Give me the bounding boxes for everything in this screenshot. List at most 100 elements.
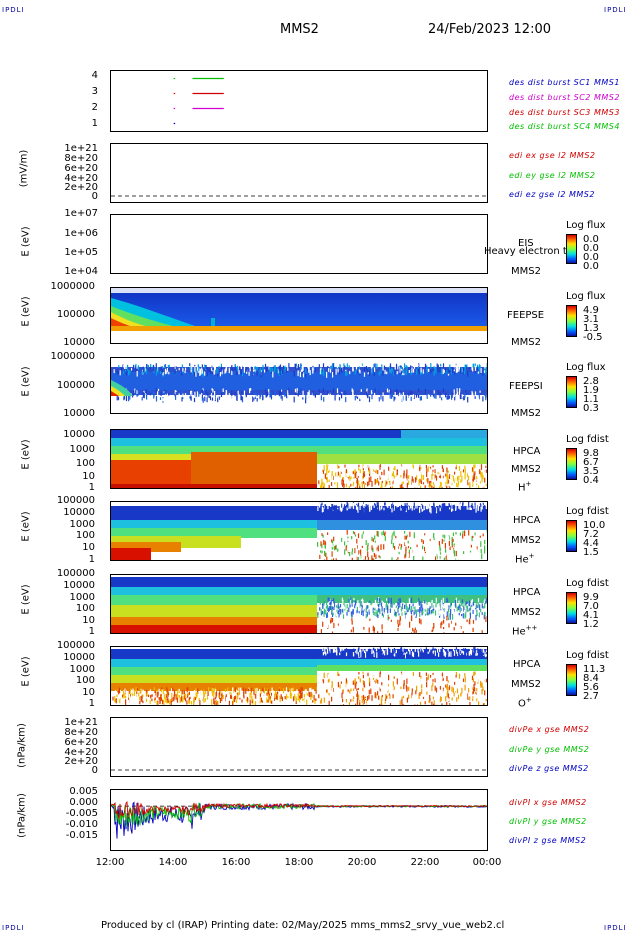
divpe-plot <box>111 769 487 771</box>
hpca-hepp-cbar-v3: 1.2 <box>583 619 599 630</box>
xtick-1800: 18:00 <box>284 857 314 868</box>
hpca-he-cbar-v1: 7.2 <box>583 529 599 540</box>
feepsi-side-mms: MMS2 <box>511 408 541 419</box>
burst-ytick-2: 2 <box>91 102 98 113</box>
hpca-he-ytick-5: 1 <box>88 554 95 565</box>
divpe-ytick-3: 4e+20 <box>64 747 98 758</box>
hpca-h-ytick-1: 1000 <box>69 444 95 455</box>
hpca-he-cbar-v2: 4.4 <box>583 538 599 549</box>
feepse-cbar-v3: -0.5 <box>583 332 603 343</box>
edi-ytick-4: 2e+20 <box>64 182 98 193</box>
divpi-series-x <box>111 801 487 820</box>
feepse-side-mms: MMS2 <box>511 337 541 348</box>
hpca-o-cbar-v2: 5.6 <box>583 682 599 693</box>
feepse-cbar-v0: 4.9 <box>583 305 599 316</box>
hpca-h-colorbar <box>566 448 577 480</box>
eis-side-mms: MMS2 <box>511 266 541 277</box>
edi-panel <box>110 143 488 203</box>
hpca-he-colorbar <box>566 520 577 552</box>
hpca-he-spectrogram <box>111 502 487 560</box>
hpca-h-spectrogram <box>111 430 487 488</box>
eis-ytick-0: 1e+07 <box>64 208 98 219</box>
footer-text: Produced by cl (IRAP) Printing date: 02/… <box>101 920 505 931</box>
feepsi-cbar-v0: 2.8 <box>583 376 599 387</box>
hpca-o-ytick-4: 10 <box>82 687 95 698</box>
hpca-o-cbar-v3: 2.7 <box>583 691 599 702</box>
feepsi-cbar-title: Log flux <box>566 362 606 373</box>
divpe-legend-x: divPe x gse MMS2 <box>509 725 590 734</box>
hpca-he-side-label: HPCA <box>513 515 541 526</box>
hpca-o-colorbar <box>566 664 577 696</box>
eis-cbar-title: Log flux <box>566 220 606 231</box>
hpca-o-cbar-title: Log fdist <box>566 650 609 661</box>
divpe-ytick-2: 6e+20 <box>64 737 98 748</box>
burst-ytick-3: 3 <box>91 86 98 97</box>
feepsi-spectrogram <box>111 358 487 413</box>
eis-cbar-v3: 0.0 <box>583 261 599 272</box>
hpca-h-cbar-v3: 0.4 <box>583 475 599 486</box>
hpca-he-ytick-3: 100 <box>75 530 95 541</box>
divpe-ylabel: (nPa/km) <box>16 723 28 768</box>
feepsi-panel <box>110 357 488 414</box>
hpca-h-panel <box>110 429 488 489</box>
hpca-he-ytick-2: 1000 <box>69 519 95 530</box>
eis-cbar-v1: 0.0 <box>583 243 599 254</box>
eis-overlap-text: Heavy electron to <box>484 246 573 257</box>
hpca-o-side-species: O+ <box>518 696 532 710</box>
feepsi-ytick-2: 10000 <box>63 408 95 419</box>
hpca-hepp-side-mms: MMS2 <box>511 607 541 618</box>
feepsi-cbar-v2: 1.1 <box>583 394 599 405</box>
burst-plot <box>173 77 224 125</box>
hpca-h-cbar-v0: 9.8 <box>583 448 599 459</box>
edi-legend-y: edi ey gse l2 MMS2 <box>509 171 596 180</box>
burst-legend-mms3: des dist burst SC3 MMS3 <box>509 108 620 117</box>
hpca-o-cbar-v0: 11.3 <box>583 664 606 675</box>
feepse-cbar-title: Log flux <box>566 291 606 302</box>
divpi-series-z <box>111 801 487 839</box>
hpca-hepp-side-species: He++ <box>512 624 538 638</box>
hpca-o-ytick-1: 10000 <box>63 652 95 663</box>
eis-ytick-3: 1e+04 <box>64 266 98 277</box>
hpca-hepp-spectrogram <box>111 575 487 633</box>
hpca-hepp-ytick-4: 10 <box>82 615 95 626</box>
hpca-hepp-ytick-2: 1000 <box>69 592 95 603</box>
hpca-h-side-mms: MMS2 <box>511 464 541 475</box>
feepsi-ytick-1: 100000 <box>56 380 95 391</box>
burst-ytick-1: 1 <box>91 118 98 129</box>
xtick-1400: 14:00 <box>158 857 188 868</box>
eis-cbar-v0: 0.0 <box>583 234 599 245</box>
edi-ytick-3: 4e+20 <box>64 173 98 184</box>
xtick-0000: 00:00 <box>472 857 502 868</box>
feepse-ytick-1: 100000 <box>56 309 95 320</box>
hpca-o-cbar-v1: 8.4 <box>583 673 599 684</box>
divpi-legend-y: divPI y gse MMS2 <box>509 817 587 826</box>
feepsi-colorbar <box>566 376 577 408</box>
hpca-h-ytick-2: 100 <box>75 458 95 469</box>
divpi-ytick-2: -0.005 <box>65 808 98 819</box>
eis-panel <box>110 214 488 274</box>
feepsi-ytick-0: 1000000 <box>50 351 95 362</box>
hpca-he-side-mms: MMS2 <box>511 535 541 546</box>
hpca-hepp-ytick-5: 1 <box>88 626 95 637</box>
eis-ytick-2: 1e+05 <box>64 247 98 258</box>
eis-side-label: EIS <box>518 238 534 249</box>
feepse-cbar-v1: 3.1 <box>583 314 599 325</box>
divpi-legend-z: divPI z gse MMS2 <box>509 836 587 845</box>
burst-legend-mms4: des dist burst SC4 MMS4 <box>509 122 620 131</box>
feepse-ytick-2: 10000 <box>63 337 95 348</box>
hpca-he-cbar-v0: 10.0 <box>583 520 606 531</box>
edi-ytick-1: 8e+20 <box>64 153 98 164</box>
hpca-he-cbar-v3: 1.5 <box>583 547 599 558</box>
burst-panel <box>110 70 488 132</box>
hpca-hepp-side-label: HPCA <box>513 587 541 598</box>
edi-plot <box>111 195 487 197</box>
corner-label-bottom-right: IPDLI <box>604 924 627 932</box>
hpca-o-panel <box>110 646 488 706</box>
hpca-h-ytick-3: 10 <box>82 471 95 482</box>
feepsi-cbar-v3: 0.3 <box>583 403 599 414</box>
xtick-1200: 12:00 <box>95 857 125 868</box>
hpca-he-ytick-4: 10 <box>82 542 95 553</box>
feepse-side-label: FEEPSE <box>507 310 545 321</box>
xtick-2000: 20:00 <box>347 857 377 868</box>
hpca-he-side-species: He+ <box>515 552 535 566</box>
